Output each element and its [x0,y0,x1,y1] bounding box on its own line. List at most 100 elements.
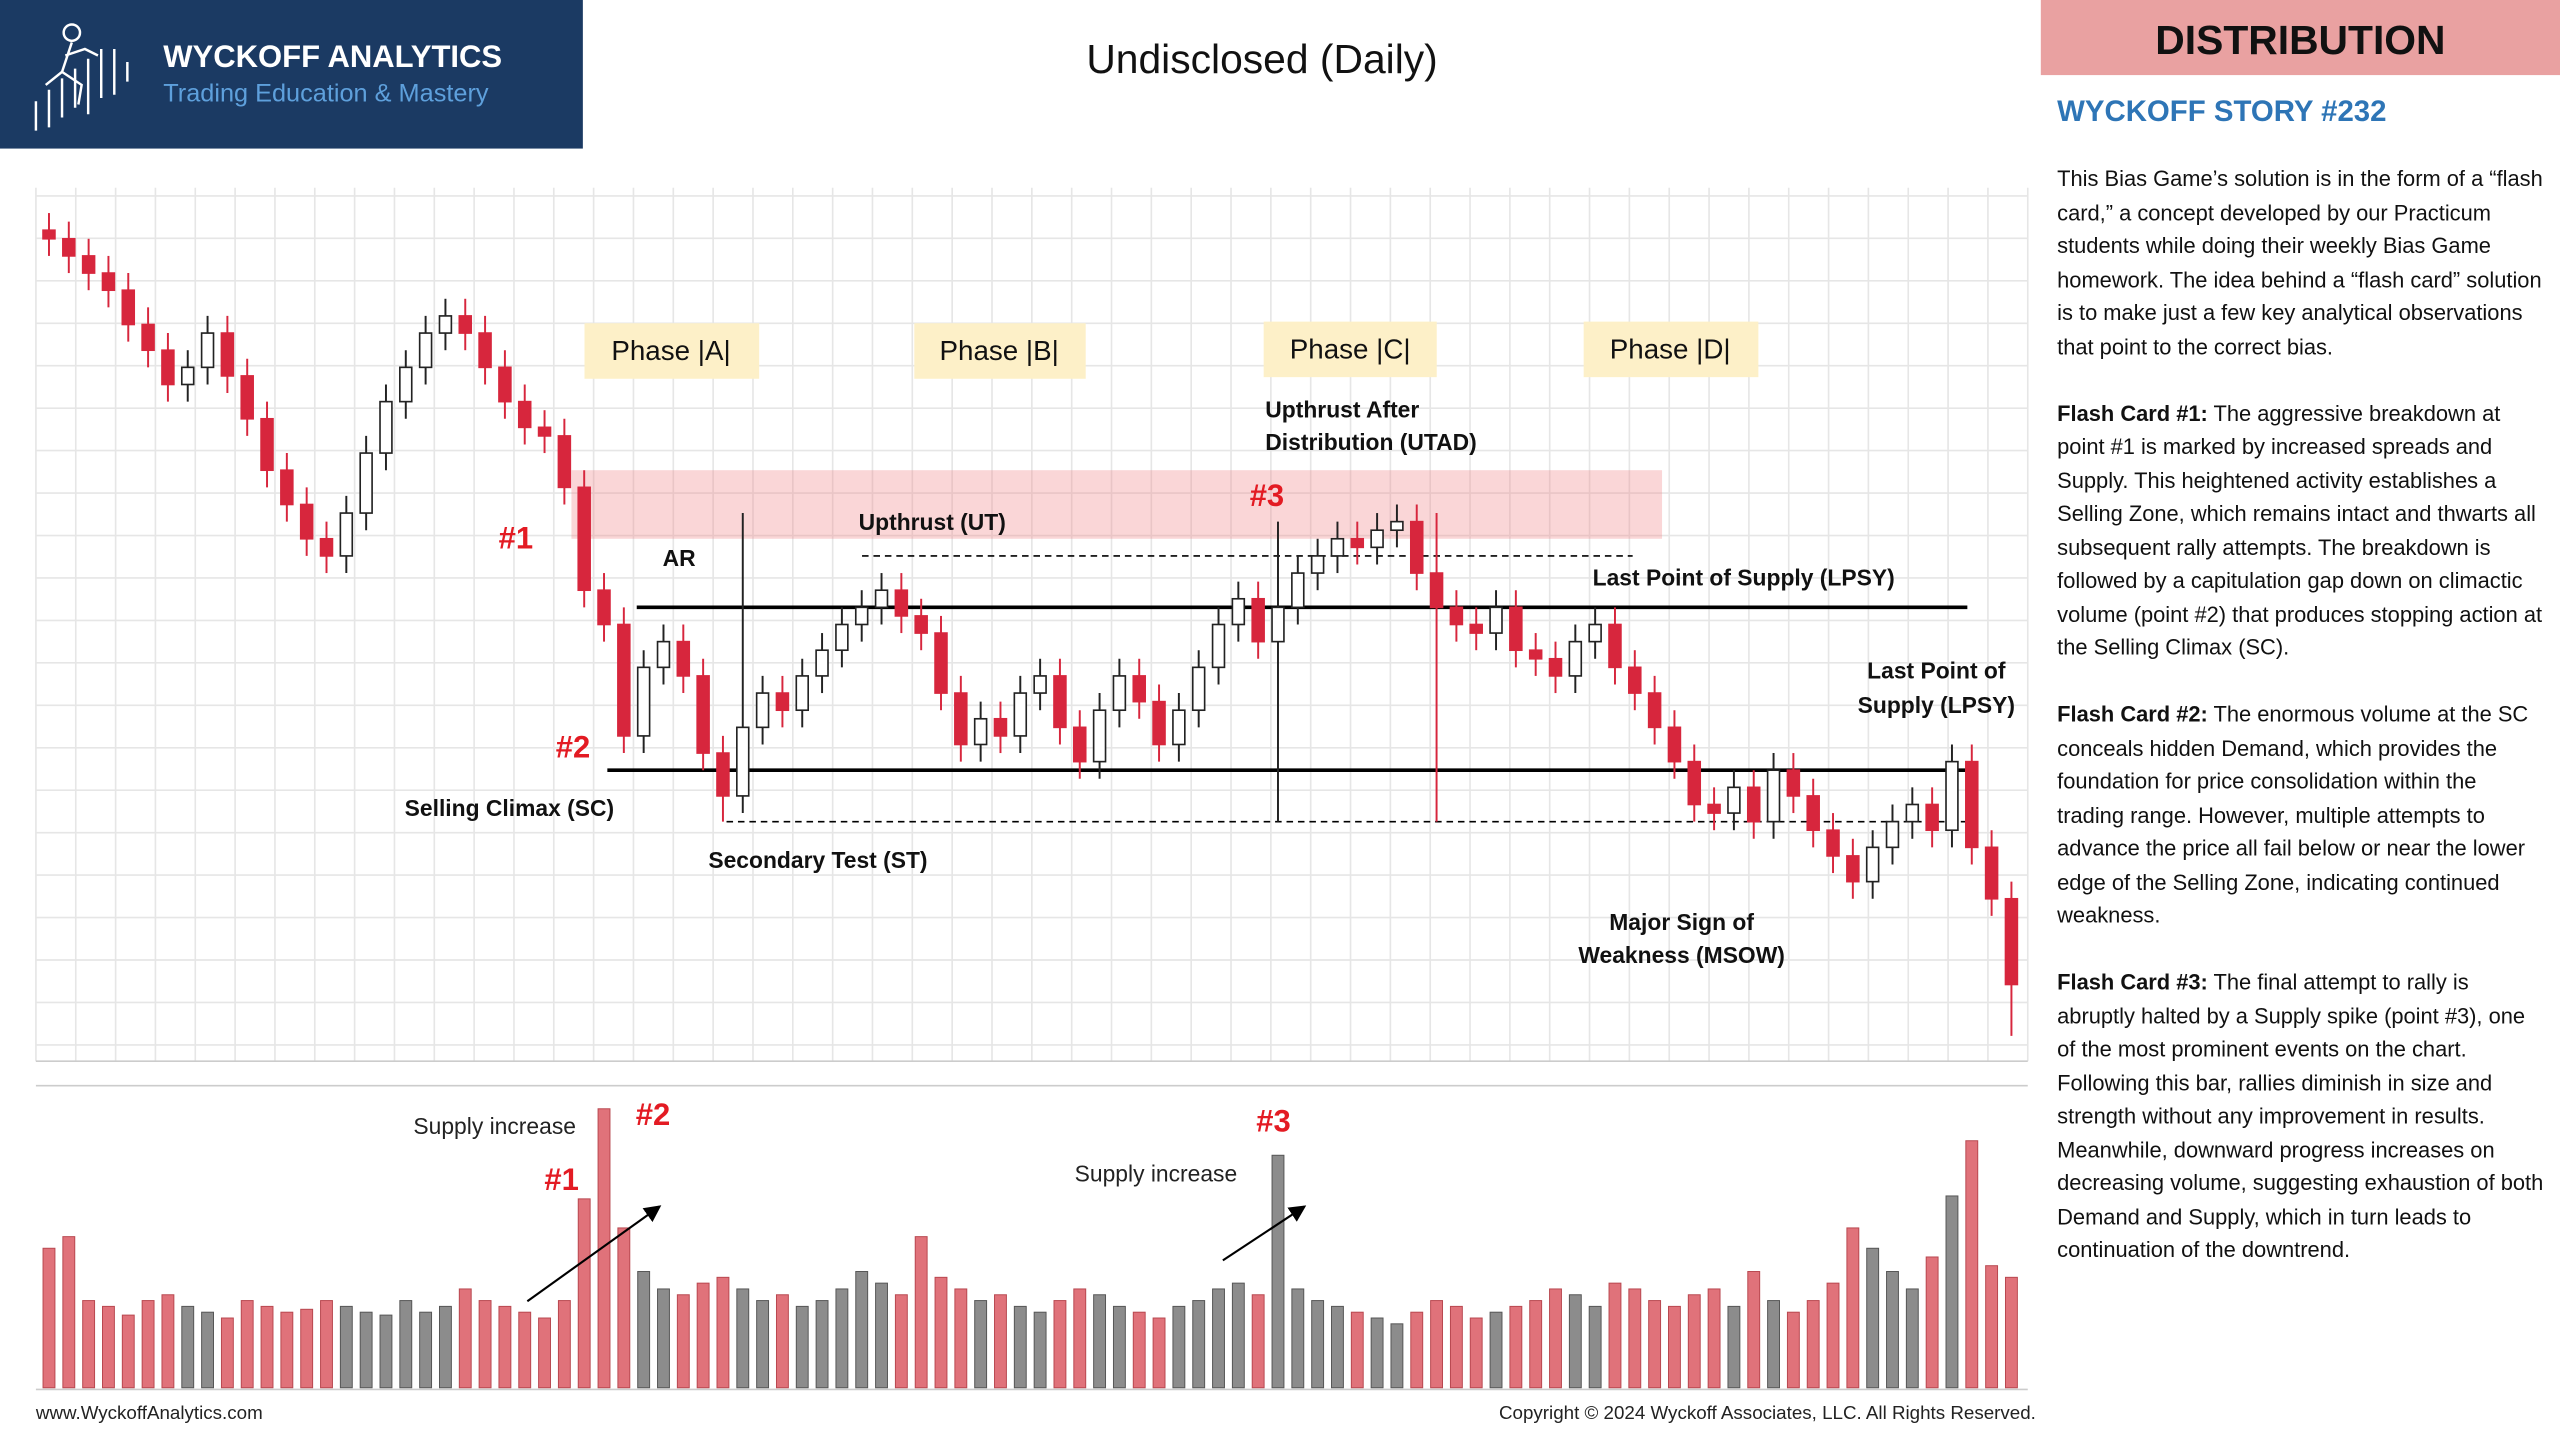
volume-bar [1648,1300,1662,1389]
story-intro: This Bias Game’s solution is in the form… [2057,163,2547,364]
volume-bar [478,1300,492,1389]
candle-body [399,366,413,403]
card-text: The enormous volume at the SC conceals h… [2057,702,2529,928]
annotation: Weakness (MSOW) [1578,942,1785,968]
candle-body [101,272,116,292]
candle-body [1746,786,1761,823]
candle-body [815,649,829,677]
volume-bar [518,1311,532,1389]
candle-body [973,717,988,746]
volume-bar [696,1282,710,1389]
card-label: Flash Card #3: [2057,969,2208,995]
volume-bar [1985,1265,1999,1389]
paragraph: This Bias Game’s solution is in the form… [2057,166,2543,359]
volume-bar [1747,1271,1761,1389]
volume-bar [220,1317,234,1389]
candle-body [42,229,56,240]
volume-bar [280,1311,294,1389]
candle-body [1132,675,1146,703]
volume-bar [121,1314,135,1389]
volume-bar [1727,1305,1741,1389]
candle-body [1489,606,1503,634]
candle-body [1548,657,1563,677]
chart: WYCKOFF ANALYTICS Trading Education & Ma… [0,0,2036,1423]
phase-box [1583,321,1759,378]
levels [571,470,1968,823]
candle-body [180,366,195,386]
volume-bar [320,1300,333,1389]
grid [35,187,2029,1391]
volume-bar [1687,1294,1701,1389]
volume-bar [240,1300,254,1389]
volume-bar [1112,1305,1126,1389]
phase-label: Phase |C| [1290,333,1411,364]
volume-bar [1192,1300,1206,1389]
story-title: WYCKOFF STORY #232 [2057,94,2387,128]
candle-body [1053,675,1067,729]
volume-bar [1905,1288,1919,1389]
volume-bar [260,1305,274,1389]
volume-bar [1132,1311,1146,1389]
volume-bar [1707,1288,1721,1389]
volume-bar [1786,1311,1800,1389]
marker: #3 [1250,478,1285,513]
candle-body [280,469,294,506]
marker: #1 [499,521,534,556]
volume-bar [399,1300,413,1389]
volume-bar [756,1300,770,1389]
candle-body [1251,597,1265,643]
volume-bar [62,1236,76,1389]
volume-bar [1093,1294,1107,1389]
candle-body [1310,555,1325,574]
volume-bar [82,1300,96,1389]
candle-body [795,675,810,712]
volume-bar [934,1276,948,1389]
volume-note: Supply increase [413,1113,576,1139]
phase-label: Phase |A| [611,335,730,366]
volume-bar [617,1227,631,1389]
footer-copyright: Copyright © 2024 Wyckoff Associates, LLC… [1499,1402,2036,1423]
candle-body [1172,709,1186,746]
candle-body [1806,795,1820,832]
candle-body [1390,520,1404,532]
volume-bar [1430,1300,1444,1389]
candle-body [1846,855,1860,883]
candle-body [914,615,928,634]
volume-bar [1588,1305,1602,1389]
volume-bar [1826,1282,1840,1389]
candle-body [577,486,591,592]
candle-body [1092,709,1107,763]
volume-bar [954,1288,968,1389]
volume-bar [498,1305,512,1389]
volume-note: Supply increase [1075,1161,1238,1187]
volume-bar [1172,1305,1186,1389]
volume-bar [1628,1288,1642,1389]
volume-bar [379,1314,393,1389]
volume-bar [1311,1300,1325,1389]
volume-bar [1608,1282,1622,1389]
candle-body [319,537,334,557]
candle-body [1112,675,1127,712]
volume-bar [716,1276,730,1389]
volume-bar [1291,1288,1305,1389]
volume-bar [1390,1323,1404,1389]
volume-bar [1866,1247,1880,1389]
volume-bar [538,1317,551,1389]
candle-body [1449,606,1464,626]
volume-bar [1509,1305,1523,1389]
badge: DISTRIBUTION [2040,0,2560,76]
volume-bar [141,1300,155,1389]
volume-bar [1806,1300,1820,1389]
phase-label: Phase |D| [1610,333,1731,364]
volume-bar [1886,1271,1899,1389]
volume-bar [1568,1294,1582,1389]
card-text: The final attempt to rally is abruptly h… [2057,969,2544,1263]
volume-bar [181,1305,195,1389]
candle-body [1667,726,1682,763]
brand: WYCKOFF ANALYTICS [163,39,502,74]
volume-bar [1073,1288,1087,1389]
candle-body [1469,623,1483,634]
flash-card: Flash Card #2: The enormous volume at th… [2057,699,2547,933]
volume-bar [676,1294,690,1389]
